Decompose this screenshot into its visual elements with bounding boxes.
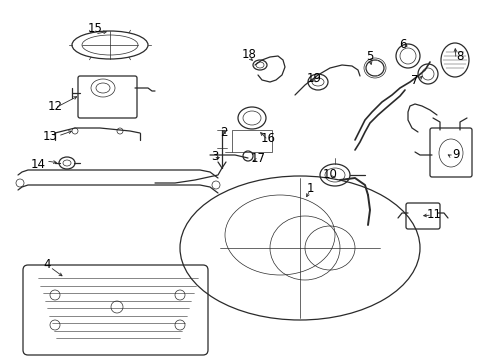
Text: 11: 11 [426,208,441,221]
Text: 12: 12 [47,99,62,112]
Text: 14: 14 [30,158,45,171]
Text: 6: 6 [398,37,406,50]
Text: 17: 17 [250,152,265,165]
Text: 8: 8 [455,50,463,63]
Text: 3: 3 [211,149,218,162]
Text: 13: 13 [42,130,57,143]
Text: 10: 10 [322,168,337,181]
Text: 19: 19 [306,72,321,85]
Text: 7: 7 [410,73,418,86]
Text: 5: 5 [366,50,373,63]
Text: 9: 9 [451,148,459,162]
Text: 1: 1 [305,181,313,194]
Text: 2: 2 [220,126,227,139]
Text: 16: 16 [260,131,275,144]
Text: 4: 4 [43,258,51,271]
Text: 18: 18 [241,49,256,62]
Text: 15: 15 [87,22,102,35]
Bar [231,130,271,152]
